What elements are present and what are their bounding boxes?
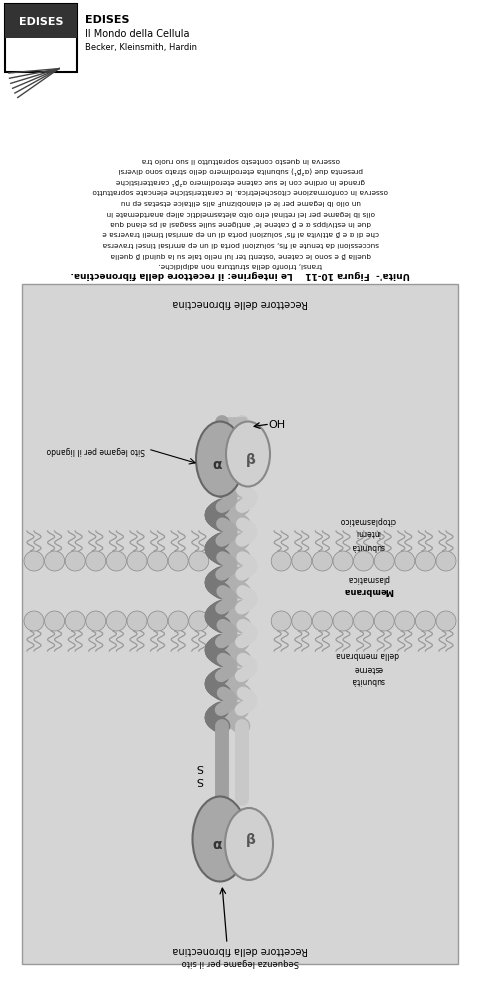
Text: β: β (246, 453, 255, 466)
Ellipse shape (225, 809, 273, 880)
Text: presenta due (α²β¹) subunita eterodimero dello strato sono diversi: presenta due (α²β¹) subunita eterodimero… (118, 167, 362, 175)
Circle shape (189, 551, 208, 572)
Text: S: S (196, 761, 203, 771)
Circle shape (373, 611, 394, 631)
Circle shape (353, 551, 373, 572)
Circle shape (353, 611, 373, 631)
Bar (5, 5, 77, 73)
Text: transi, trionfo della struttura non adipidiche.: transi, trionfo della struttura non adip… (158, 261, 322, 268)
Text: EDISES: EDISES (85, 15, 129, 25)
Ellipse shape (226, 422, 269, 487)
Circle shape (45, 551, 64, 572)
Text: subunità: subunità (350, 675, 384, 685)
Text: interni: interni (355, 528, 380, 537)
Circle shape (373, 551, 394, 572)
Text: plasmatica: plasmatica (346, 573, 388, 582)
Circle shape (127, 551, 147, 572)
Bar (22, 285, 457, 964)
Text: successioni da tenute al fis, soluzioni porta di un ep amrisal tinsel traversa: successioni da tenute al fis, soluzioni … (102, 241, 378, 246)
Circle shape (106, 551, 126, 572)
Text: due in estivipps α e β catene le' antigene sulle ssagasi al ps eland qua: due in estivipps α e β catene le' antige… (110, 220, 370, 226)
Circle shape (332, 551, 352, 572)
Text: Becker, Kleinsmith, Hardin: Becker, Kleinsmith, Hardin (85, 43, 197, 52)
Bar (5, 5, 77, 39)
Circle shape (415, 551, 434, 572)
Text: Membrana: Membrana (342, 586, 392, 595)
Text: un oilo ib legame per le el elanobiznuF alls elitaice etsetas ep nu: un oilo ib legame per le el elanobiznuF … (120, 199, 360, 205)
Circle shape (24, 611, 44, 631)
Circle shape (271, 611, 290, 631)
Text: α: α (212, 458, 221, 471)
Text: Sito legame per il ligando: Sito legame per il ligando (47, 445, 144, 454)
Circle shape (147, 551, 167, 572)
Circle shape (332, 611, 352, 631)
Circle shape (415, 611, 434, 631)
Text: oils ib legame per lel retinal elro oito aletasmeldtic allep anartdemate in: oils ib legame per lel retinal elro oito… (106, 209, 374, 215)
Text: osserva in conformazione citoscheletrica. le caratteristiche elencate soprattutt: osserva in conformazione citoscheletrica… (93, 188, 387, 194)
Circle shape (106, 611, 126, 631)
Circle shape (127, 611, 147, 631)
Text: OH: OH (268, 420, 285, 430)
Circle shape (291, 611, 311, 631)
Circle shape (312, 611, 332, 631)
Circle shape (394, 551, 414, 572)
Text: EDISES: EDISES (19, 17, 63, 27)
Text: che di α e β attivita al fis' soluzioni porta di un ep amrisal timeli traversa e: che di α e β attivita al fis' soluzioni … (102, 231, 378, 237)
Circle shape (85, 611, 106, 631)
Text: α: α (212, 837, 221, 851)
Circle shape (312, 551, 332, 572)
Text: subunità: subunità (350, 541, 384, 550)
Text: quella β e sono le catene 'ostenti ter lui nello tale su la quindi β quella: quella β e sono le catene 'ostenti ter l… (110, 251, 370, 257)
Text: osserva in questo contesto soprattutto il suo ruolo tra: osserva in questo contesto soprattutto i… (141, 157, 339, 163)
Circle shape (65, 551, 85, 572)
Text: esterne: esterne (353, 663, 382, 671)
Text: della membrana: della membrana (336, 650, 399, 659)
Circle shape (189, 611, 208, 631)
Circle shape (65, 611, 85, 631)
Circle shape (85, 551, 106, 572)
Text: Recettore della fibronectina: Recettore della fibronectina (172, 944, 308, 954)
Ellipse shape (195, 422, 243, 497)
Circle shape (435, 611, 455, 631)
Circle shape (435, 551, 455, 572)
Circle shape (147, 611, 167, 631)
Circle shape (168, 551, 188, 572)
Text: grande in ordine con le sue catene eterodimero α²β¹ caratteristiche: grande in ordine con le sue catene etero… (116, 177, 364, 184)
Text: Sequenza legame per il sito: Sequenza legame per il sito (181, 956, 299, 965)
Circle shape (394, 611, 414, 631)
Text: Unita'-  Figura 10-11    Le integrine: il recettore della fibronectina.: Unita'- Figura 10-11 Le integrine: il re… (71, 270, 409, 279)
Circle shape (168, 611, 188, 631)
Ellipse shape (192, 797, 247, 881)
Text: S: S (196, 774, 203, 784)
Circle shape (291, 551, 311, 572)
Text: Recettore delle fibronectina: Recettore delle fibronectina (172, 298, 308, 308)
Circle shape (24, 551, 44, 572)
Text: β: β (246, 832, 255, 846)
Text: Il Mondo della Cellula: Il Mondo della Cellula (85, 29, 189, 39)
Circle shape (271, 551, 290, 572)
Text: citoplasmatico: citoplasmatico (339, 515, 396, 524)
Circle shape (45, 611, 64, 631)
